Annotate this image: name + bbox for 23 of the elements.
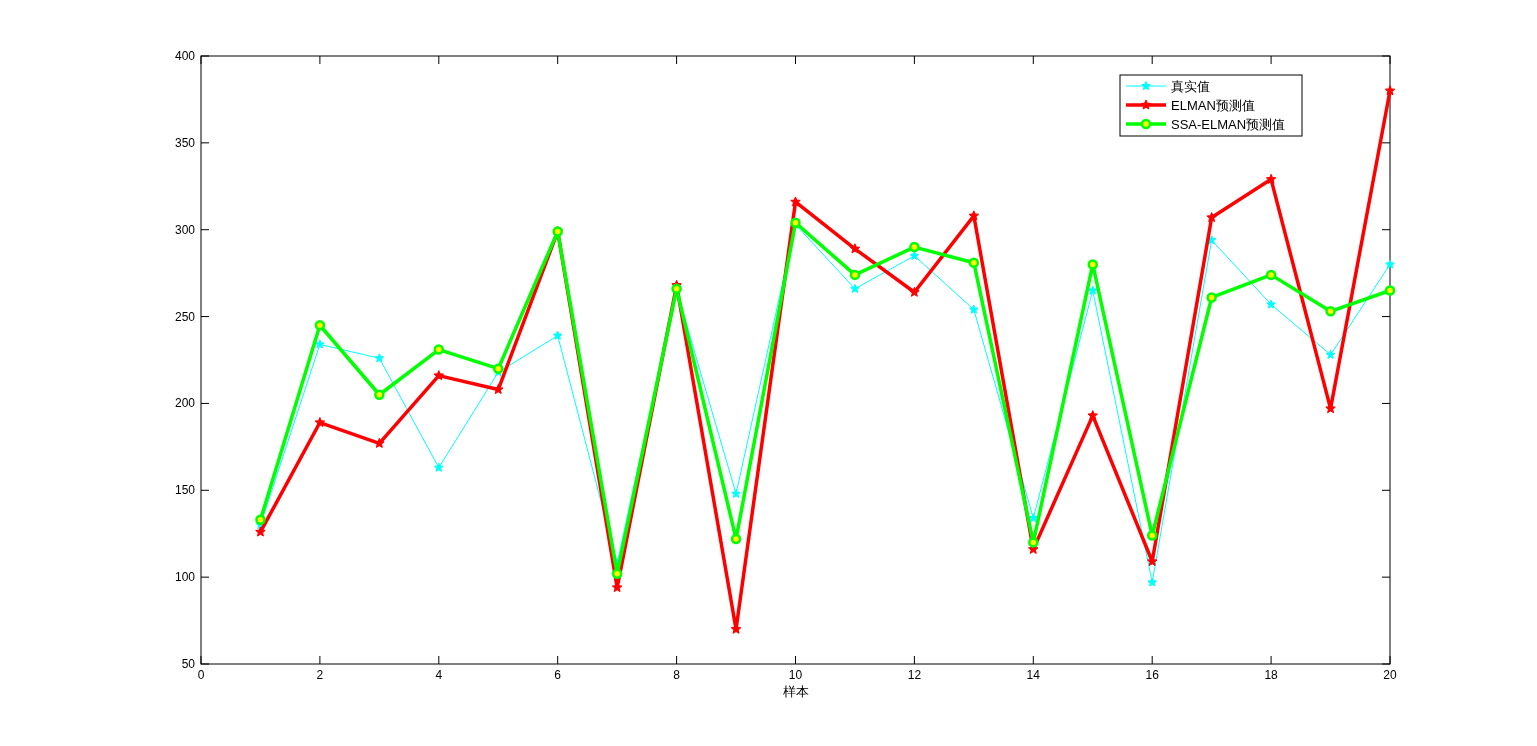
y-tick-label: 400 [174,49,196,63]
x-tick-label: 10 [788,668,803,682]
legend-label: SSA-ELMAN预测值 [1171,117,1286,132]
y-tick-label: 200 [174,396,196,411]
y-tick-label: 100 [174,570,196,585]
legend-label: ELMAN预测值 [1171,98,1255,113]
x-tick-label: 6 [554,668,562,682]
x-tick-label: 12 [907,668,922,682]
x-tick-label: 0 [197,668,205,682]
x-tick-label: 4 [435,668,443,682]
x-tick-label: 18 [1264,668,1279,682]
y-tick-label: 300 [174,222,196,237]
legend-label: 真实值 [1171,79,1210,94]
y-tick-label: 250 [174,309,196,324]
x-axis-title: 样本 [782,684,809,699]
y-tick-label: 350 [174,135,196,150]
x-tick-label: 20 [1383,668,1397,682]
x-tick-label: 16 [1145,668,1160,682]
y-tick-label: 50 [181,657,196,671]
x-tick-label: 2 [316,668,324,682]
x-tick-label: 14 [1026,668,1041,682]
y-tick-label: 150 [174,483,196,498]
x-tick-label: 8 [673,668,681,682]
